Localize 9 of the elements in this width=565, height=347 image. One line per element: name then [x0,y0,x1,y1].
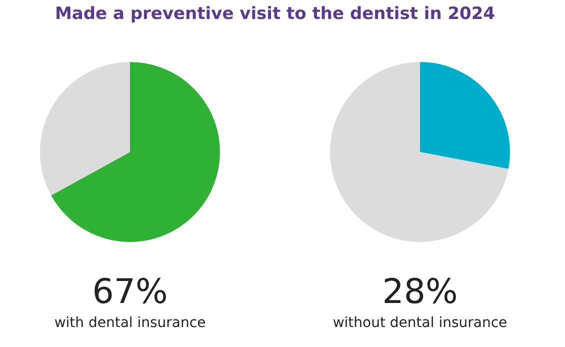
text: without dental insurance [332,315,508,331]
pie-slice [40,62,130,196]
pie-slice [51,62,220,242]
pie-slice [420,62,510,169]
text: 28% [382,272,458,312]
text: 67% [92,272,168,312]
text: with dental insurance [54,315,206,331]
text: Made a preventive visit to the dentist in 2024 [54,4,496,24]
pie-slice [330,62,508,242]
